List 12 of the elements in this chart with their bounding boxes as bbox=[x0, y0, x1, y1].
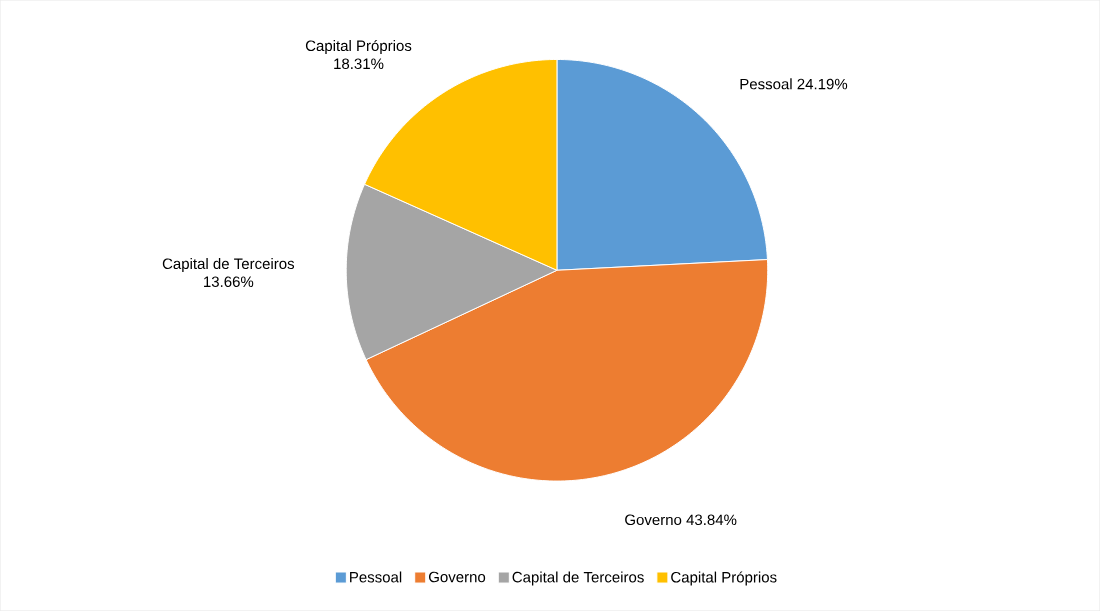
legend-label: Governo bbox=[429, 571, 486, 583]
legend-label: Capital de Terceiros bbox=[512, 571, 644, 586]
slice-label: Governo bbox=[625, 514, 682, 526]
data-label: 43.84% bbox=[686, 514, 737, 526]
slice-label: Pessoal bbox=[740, 78, 792, 90]
data-label: 24.19% bbox=[797, 78, 848, 90]
data-label: 18.31% bbox=[334, 58, 384, 70]
slice-label: Capital Próprios bbox=[305, 39, 412, 55]
legend-label: Pessoal bbox=[350, 571, 402, 583]
data-label: 13.66% bbox=[204, 276, 254, 288]
legend-label: Capital Próprios bbox=[671, 571, 777, 586]
slice-label: Capital de Terceiros bbox=[162, 258, 295, 273]
